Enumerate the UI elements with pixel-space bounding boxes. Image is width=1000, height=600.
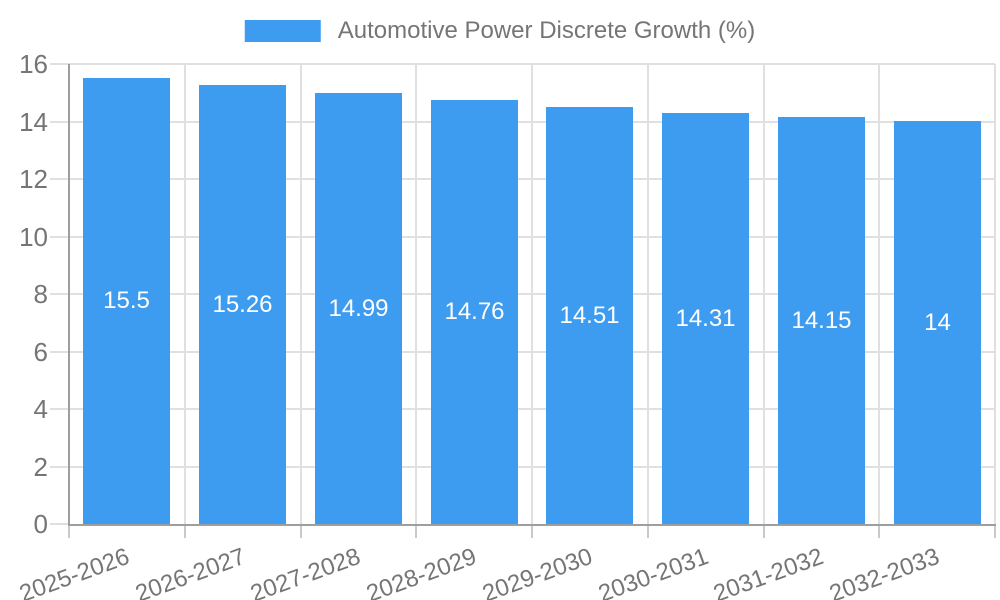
y-tick [50,121,69,123]
x-tick-label: 2026-2027 [132,543,250,600]
y-axis-line [68,64,70,526]
v-gridline [994,64,996,524]
y-tick-label: 6 [33,337,48,367]
v-gridline [184,64,186,524]
legend-label: Automotive Power Discrete Growth (%) [337,17,756,44]
bar[interactable]: 15.26 [199,85,286,524]
bar[interactable]: 15.5 [83,78,170,524]
y-tick [50,351,69,353]
bar-value-label: 14 [924,308,951,336]
y-tick-label: 14 [19,107,48,137]
legend[interactable]: Automotive Power Discrete Growth (%) [244,17,756,45]
v-gridline [531,64,533,524]
legend-swatch [244,20,321,42]
bar[interactable]: 14.31 [662,113,749,524]
y-tick [50,293,69,295]
x-tick-label: 2028-2029 [363,543,481,600]
y-tick [50,63,69,65]
x-tick [68,524,70,538]
x-tick [184,524,186,538]
x-tick [300,524,302,538]
x-tick [763,524,765,538]
x-tick [994,524,996,538]
bar[interactable]: 14.99 [315,93,402,524]
x-tick-label: 2032-2033 [826,543,944,600]
x-tick-label: 2029-2030 [479,543,597,600]
x-tick [531,524,533,538]
v-gridline [415,64,417,524]
bar-value-label: 15.5 [103,287,150,314]
x-tick-label: 2025-2026 [16,543,134,600]
bar-value-label: 15.26 [212,290,273,318]
x-tick-label: 2030-2031 [595,543,713,600]
y-tick [50,466,69,468]
x-tick [878,524,880,538]
bar-value-label: 14.76 [444,298,505,325]
v-gridline [878,64,880,524]
x-tick [647,524,649,538]
y-tick [50,178,69,180]
bar[interactable]: 14.15 [778,117,865,524]
y-tick-label: 4 [33,394,48,424]
y-tick-label: 2 [33,452,48,482]
y-tick [50,523,69,525]
v-gridline [300,64,302,524]
x-tick [415,524,417,538]
x-axis-line [68,524,996,526]
y-tick-label: 10 [19,222,48,252]
bar-value-label: 14.15 [791,306,852,334]
x-tick-label: 2031-2032 [710,543,828,600]
y-tick [50,236,69,238]
bar-value-label: 14.31 [675,304,736,332]
y-tick [50,408,69,410]
bar-value-label: 14.99 [328,294,389,322]
v-gridline [647,64,649,524]
y-tick-label: 0 [33,509,48,539]
bar[interactable]: 14 [894,121,981,524]
y-tick-label: 12 [19,164,48,194]
x-tick-label: 2027-2028 [247,543,365,600]
y-tick-label: 16 [19,49,48,79]
v-gridline [763,64,765,524]
bar[interactable]: 14.51 [546,107,633,524]
bar[interactable]: 14.76 [431,100,518,524]
y-tick-label: 8 [33,279,48,309]
bar-value-label: 14.51 [559,301,620,329]
